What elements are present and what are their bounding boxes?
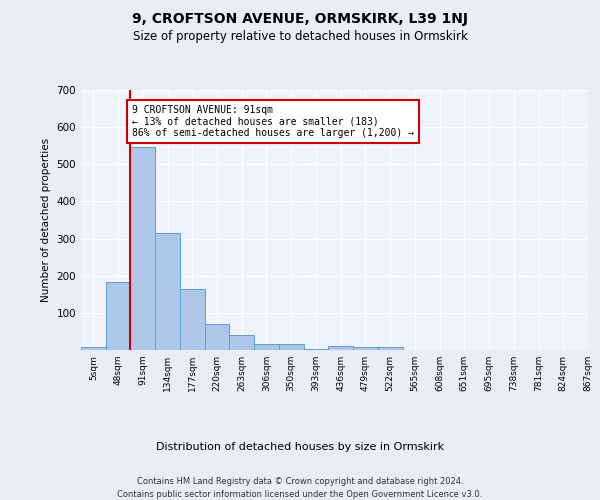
Y-axis label: Number of detached properties: Number of detached properties: [41, 138, 51, 302]
Bar: [205, 324, 229, 350]
Text: Contains HM Land Registry data © Crown copyright and database right 2024.
Contai: Contains HM Land Registry data © Crown c…: [118, 478, 482, 499]
Bar: [328, 346, 353, 350]
Bar: [229, 335, 254, 350]
Bar: [81, 347, 106, 350]
Text: 9 CROFTSON AVENUE: 91sqm
← 13% of detached houses are smaller (183)
86% of semi-: 9 CROFTSON AVENUE: 91sqm ← 13% of detach…: [132, 105, 414, 138]
Text: Distribution of detached houses by size in Ormskirk: Distribution of detached houses by size …: [156, 442, 444, 452]
Bar: [155, 233, 180, 350]
Text: Size of property relative to detached houses in Ormskirk: Size of property relative to detached ho…: [133, 30, 467, 43]
Bar: [353, 346, 378, 350]
Text: 9, CROFTSON AVENUE, ORMSKIRK, L39 1NJ: 9, CROFTSON AVENUE, ORMSKIRK, L39 1NJ: [132, 12, 468, 26]
Bar: [130, 147, 155, 350]
Bar: [180, 288, 205, 350]
Bar: [106, 282, 130, 350]
Bar: [254, 344, 279, 350]
Bar: [304, 349, 328, 350]
Bar: [279, 344, 304, 350]
Bar: [378, 347, 403, 350]
